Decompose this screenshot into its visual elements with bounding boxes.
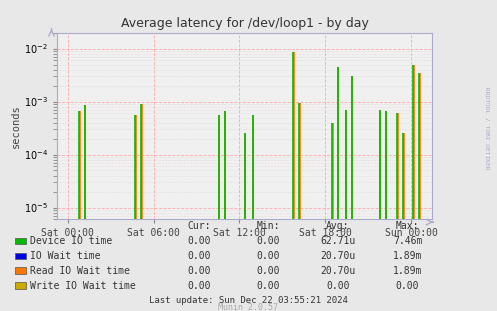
Text: 0.00: 0.00 xyxy=(187,281,211,291)
Text: 0.00: 0.00 xyxy=(256,251,280,261)
Title: Average latency for /dev/loop1 - by day: Average latency for /dev/loop1 - by day xyxy=(121,17,369,30)
Text: Max:: Max: xyxy=(396,220,419,230)
Text: 0.00: 0.00 xyxy=(187,236,211,246)
Text: 62.71u: 62.71u xyxy=(321,236,355,246)
Text: RRDTOOL / TOBI OETIKER: RRDTOOL / TOBI OETIKER xyxy=(485,87,490,169)
Text: 0.00: 0.00 xyxy=(326,281,350,291)
Text: Avg:: Avg: xyxy=(326,220,350,230)
Text: Read IO Wait time: Read IO Wait time xyxy=(30,266,130,276)
Text: 20.70u: 20.70u xyxy=(321,251,355,261)
Text: 0.00: 0.00 xyxy=(396,281,419,291)
Text: 7.46m: 7.46m xyxy=(393,236,422,246)
Text: 0.00: 0.00 xyxy=(256,266,280,276)
Text: 1.89m: 1.89m xyxy=(393,251,422,261)
Text: Write IO Wait time: Write IO Wait time xyxy=(30,281,136,291)
Text: Device IO time: Device IO time xyxy=(30,236,112,246)
Text: 0.00: 0.00 xyxy=(256,236,280,246)
Text: Munin 2.0.57: Munin 2.0.57 xyxy=(219,303,278,311)
Text: 1.89m: 1.89m xyxy=(393,266,422,276)
Text: 0.00: 0.00 xyxy=(256,281,280,291)
Text: 0.00: 0.00 xyxy=(187,266,211,276)
Text: Min:: Min: xyxy=(256,220,280,230)
Text: Last update: Sun Dec 22 03:55:21 2024: Last update: Sun Dec 22 03:55:21 2024 xyxy=(149,296,348,305)
Text: 20.70u: 20.70u xyxy=(321,266,355,276)
Y-axis label: seconds: seconds xyxy=(11,104,21,148)
Text: 0.00: 0.00 xyxy=(187,251,211,261)
Text: IO Wait time: IO Wait time xyxy=(30,251,100,261)
Text: Cur:: Cur: xyxy=(187,220,211,230)
